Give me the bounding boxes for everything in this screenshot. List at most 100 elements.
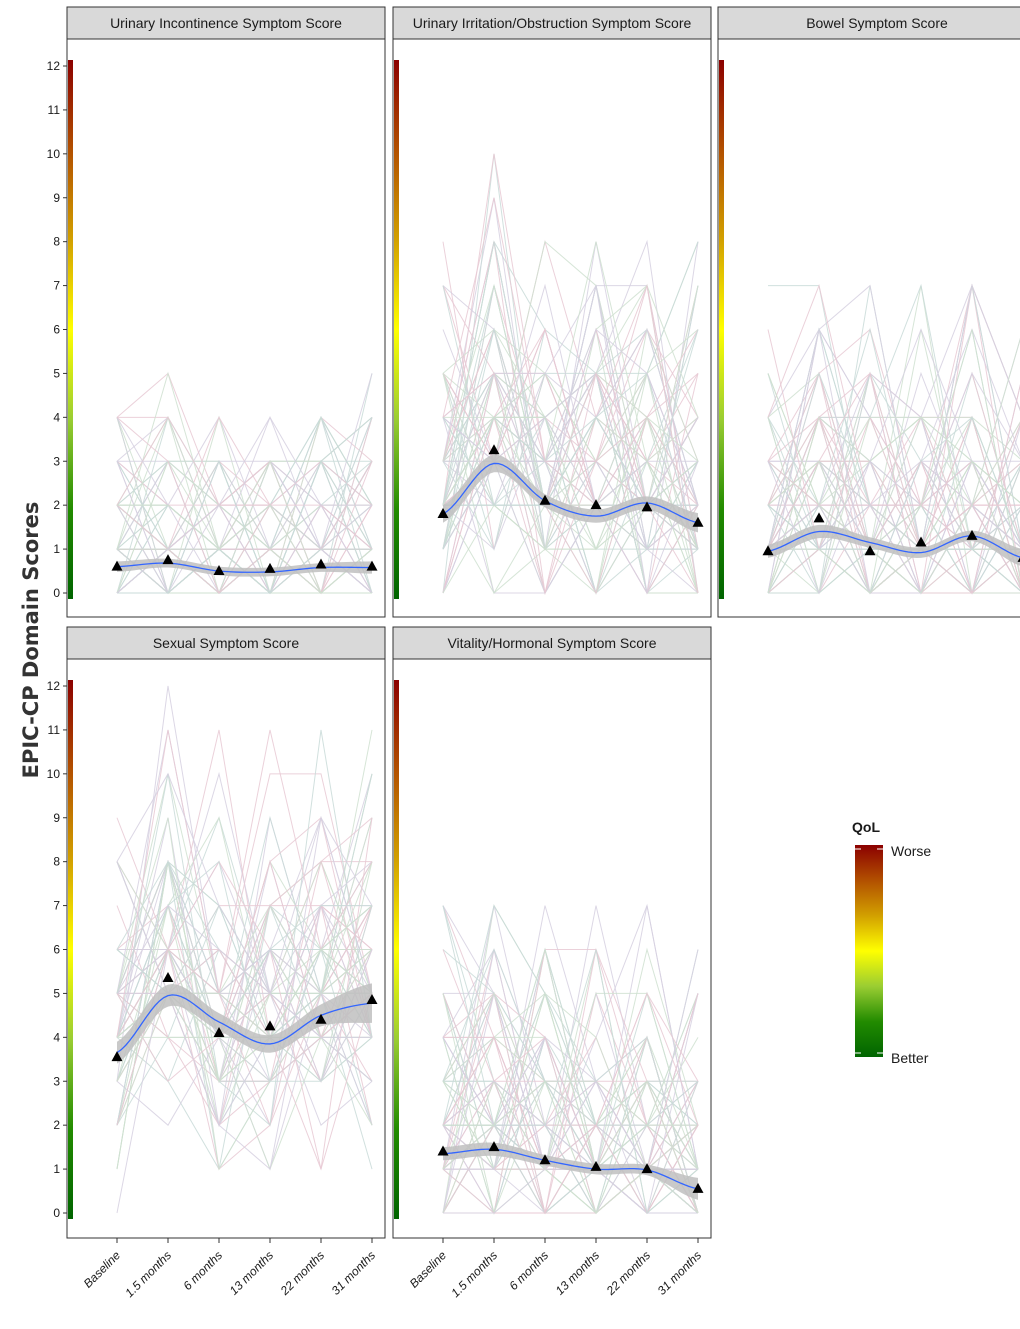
x-tick-label: 1.5 months [448, 1248, 500, 1300]
y-tick-label: 5 [53, 986, 60, 1000]
y-tick-label: 5 [53, 366, 60, 380]
mean-marker [864, 545, 876, 556]
y-tick-label: 0 [53, 1206, 60, 1220]
smooth-line [442, 462, 699, 524]
x-tick-label: 13 months [553, 1248, 603, 1298]
individual-trajectory [116, 817, 373, 1171]
mean-marker [162, 972, 174, 983]
legend-label-worse: Worse [891, 843, 931, 859]
mean-marker [488, 444, 500, 455]
individual-trajectory [442, 416, 699, 551]
confidence-ribbon [768, 524, 1020, 566]
y-tick-label: 9 [53, 191, 60, 205]
mean-marker [641, 501, 653, 512]
individual-trajectory [116, 772, 373, 1082]
mean-marker [162, 554, 174, 565]
y-axis-title: EPIC-CP Domain Scores [19, 502, 43, 779]
confidence-ribbon [443, 454, 698, 533]
mean-marker [539, 494, 551, 505]
panel-title: Sexual Symptom Score [153, 635, 299, 651]
panel-title: Urinary Incontinence Symptom Score [110, 15, 342, 31]
mean-marker [315, 1013, 327, 1024]
smooth-line [116, 562, 373, 573]
panel-strip [392, 626, 712, 660]
qol-axis-strip [394, 680, 399, 1219]
individual-trajectory [767, 329, 1020, 594]
individual-trajectory [116, 416, 372, 594]
x-tick-label: 1.5 months [122, 1248, 174, 1300]
qol-legend: QoL Worse Better [852, 819, 931, 1066]
x-tick-label: Baseline [81, 1248, 124, 1291]
panel-2: Urinary Irritation/Obstruction Symptom S… [392, 6, 712, 618]
individual-trajectory [768, 460, 1020, 594]
individual-trajectory [116, 459, 372, 594]
confidence-ribbon [117, 983, 372, 1064]
mean-marker [213, 1026, 225, 1037]
x-tick-label: 6 months [180, 1248, 225, 1293]
y-tick-label: 7 [53, 279, 60, 293]
mean-marker [966, 529, 978, 540]
mean-marker [264, 562, 276, 573]
individual-trajectory [116, 860, 373, 1082]
y-tick-label: 1 [53, 1162, 60, 1176]
legend-title: QoL [852, 819, 880, 835]
mean-marker [1017, 557, 1020, 562]
y-tick-label: 4 [53, 410, 60, 424]
mean-marker [437, 1145, 449, 1156]
x-tick-label: Baseline [407, 1248, 450, 1291]
mean-marker [315, 558, 327, 569]
panel-4: Sexual Symptom Score0123456789101112Base… [47, 626, 386, 1300]
qol-axis-strip [68, 60, 73, 599]
mean-marker [762, 545, 774, 556]
y-tick-label: 7 [53, 899, 60, 913]
individual-trajectory [442, 993, 699, 1214]
individual-trajectory [442, 328, 699, 507]
panel-title: Bowel Symptom Score [806, 15, 948, 31]
x-tick-label: 31 months [655, 1248, 705, 1298]
mean-marker [590, 1160, 602, 1171]
mean-marker [539, 1154, 551, 1165]
qol-axis-strip [719, 60, 724, 599]
confidence-ribbon [443, 1142, 698, 1200]
panel-3: Bowel Symptom Score [717, 6, 1020, 618]
mean-marker [366, 560, 378, 571]
legend-label-better: Better [891, 1050, 929, 1066]
individual-trajectory [442, 329, 699, 550]
y-tick-label: 3 [53, 454, 60, 468]
smooth-line [442, 1148, 699, 1190]
panel-background [717, 38, 1020, 618]
y-tick-label: 4 [53, 1030, 60, 1044]
panel-background [66, 658, 386, 1239]
x-tick-label: 22 months [603, 1248, 653, 1298]
mean-marker [213, 565, 225, 576]
y-tick-label: 2 [53, 1118, 60, 1132]
individual-trajectory [767, 328, 1020, 595]
y-tick-label: 11 [48, 723, 61, 737]
y-tick-label: 8 [53, 855, 60, 869]
panel-1: Urinary Incontinence Symptom Score012345… [47, 6, 386, 618]
x-tick-label: 6 months [506, 1248, 551, 1293]
individual-trajectory [767, 372, 1020, 585]
mean-marker [692, 1182, 704, 1193]
individual-trajectory [116, 729, 373, 1127]
y-tick-label: 12 [47, 59, 61, 73]
mean-marker [111, 560, 123, 571]
individual-trajectory [442, 947, 699, 1214]
individual-trajectory [116, 904, 372, 1038]
individual-trajectory [767, 416, 1020, 594]
panel-title: Urinary Irritation/Obstruction Symptom S… [413, 15, 692, 31]
individual-trajectory [116, 815, 373, 995]
y-tick-label: 1 [53, 542, 60, 556]
mean-marker [366, 994, 378, 1005]
y-tick-label: 10 [47, 147, 61, 161]
mean-marker [692, 516, 704, 527]
individual-trajectory [442, 416, 699, 550]
mean-marker [590, 499, 602, 510]
qol-axis-strip [394, 60, 399, 599]
qol-axis-strip [68, 680, 73, 1219]
facet-panels: Urinary Incontinence Symptom Score012345… [47, 6, 1020, 1300]
mean-marker [813, 512, 825, 523]
panel-title: Vitality/Hormonal Symptom Score [447, 635, 656, 651]
